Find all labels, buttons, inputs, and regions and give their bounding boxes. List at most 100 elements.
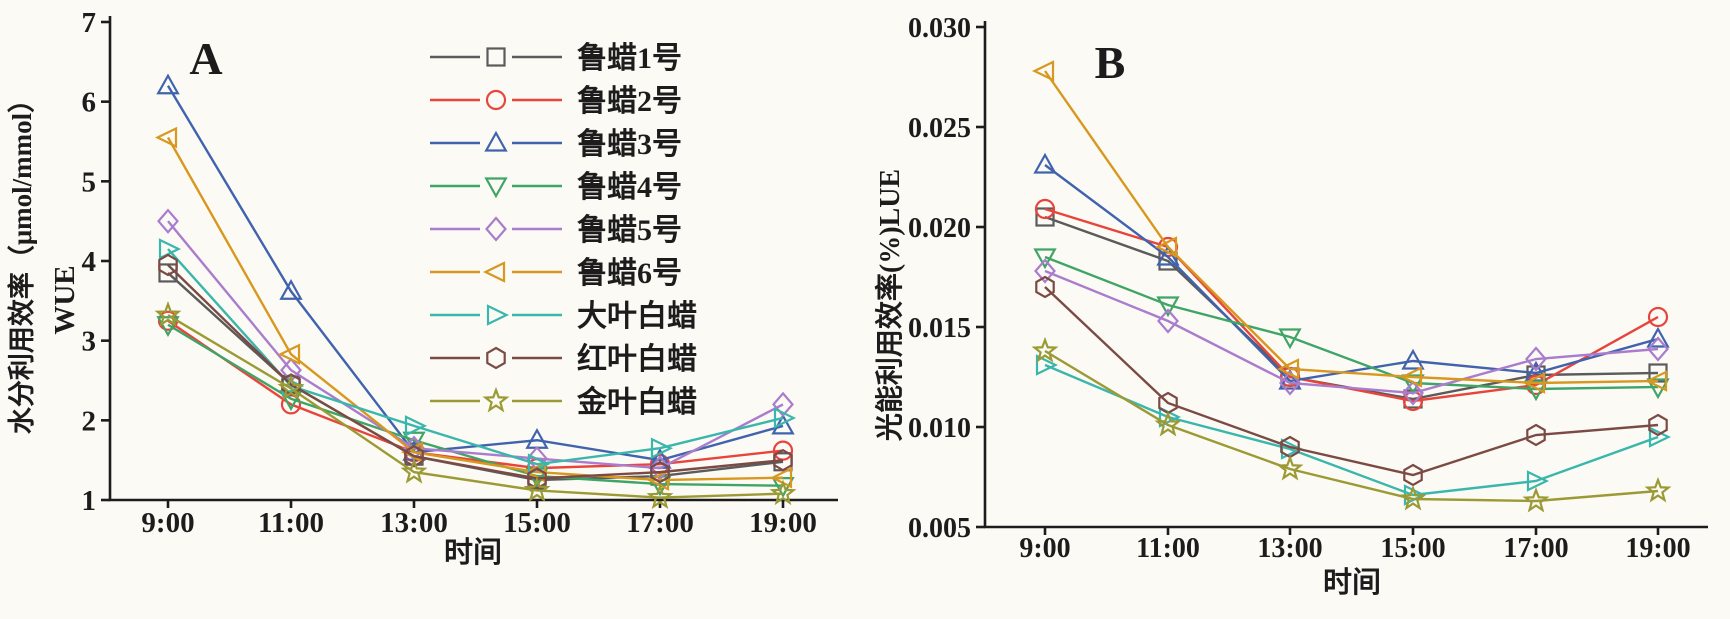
legend-marker-triangle-up <box>484 130 508 152</box>
data-point-circle <box>772 440 794 461</box>
data-point-triangle-down <box>1156 296 1180 318</box>
legend-label: 鲁蜡3号 <box>577 128 682 161</box>
data-point-diamond <box>1279 370 1301 396</box>
data-point-diamond <box>1402 380 1424 406</box>
axes-spines <box>983 21 1708 529</box>
data-point-star <box>1154 410 1182 437</box>
x-axis-label-b: 时间 <box>1323 566 1381 599</box>
legend-marker-triangle-left <box>482 261 506 283</box>
x-tick-label: 19:00 <box>749 507 817 539</box>
x-tick-label: 15:00 <box>1380 533 1445 564</box>
data-point-hexagon <box>1648 413 1668 437</box>
panel-letter-b: B <box>1095 37 1126 88</box>
data-point-triangle-down <box>1278 328 1302 350</box>
series-line-6 <box>1044 70 1659 385</box>
y-tick-label: 5 <box>82 166 97 198</box>
data-point-star <box>646 483 674 510</box>
legend-marker-star <box>482 386 510 413</box>
data-point-hexagon <box>158 253 178 277</box>
x-tick-label: 9:00 <box>141 507 194 539</box>
y-axis-label-a-cn: 水分利用效率（μmol/mmol） <box>6 86 37 434</box>
series-line-9 <box>167 314 784 499</box>
y-tick-label: 7 <box>82 7 97 39</box>
data-point-diamond <box>157 208 179 234</box>
data-point-hexagon <box>650 460 670 484</box>
data-point-triangle-down <box>1033 248 1057 270</box>
data-point-diamond <box>1525 346 1547 372</box>
data-point-triangle-left <box>1399 366 1423 388</box>
x-axis-label-a: 时间 <box>444 536 502 569</box>
data-point-hexagon <box>404 444 424 468</box>
y-axis-label-b-cn: 光能利用效率(%)LUE <box>873 169 906 442</box>
legend-item: 金叶白蜡 <box>430 385 697 419</box>
data-point-triangle-left <box>277 343 301 365</box>
data-point-triangle-up <box>1401 348 1425 370</box>
data-point-star <box>523 476 551 502</box>
panel-b-plot-area: 0.005 0.010 0.015 0.020 0.025 0.030 9:00 11:00 1… <box>908 13 1708 564</box>
data-point-circle <box>1034 198 1056 220</box>
data-point-hexagon <box>527 467 547 490</box>
legend-item: 鲁蜡6号 <box>430 257 682 290</box>
data-point-star <box>277 374 305 400</box>
data-point-triangle-left <box>1031 60 1055 82</box>
panel-a-chart: 水分利用效率（μmol/mmol） WUE A 时间 1 2 3 4 5 6 7 9:00 11… <box>6 7 838 569</box>
data-point-diamond <box>1647 336 1669 362</box>
data-point-triangle-left <box>154 126 178 149</box>
x-tick-label: 15:00 <box>503 507 571 539</box>
x-tick-label: 11:00 <box>258 507 324 539</box>
y-tick-label: 6 <box>82 87 97 119</box>
legend-label: 金叶白蜡 <box>576 385 697 419</box>
data-point-triangle-left <box>1644 370 1668 392</box>
panel-a: 水分利用效率（μmol/mmol） WUE A 时间 1 2 3 4 5 6 7 9:00 11… <box>0 0 865 614</box>
y-tick-label: 0.020 <box>908 213 971 244</box>
data-point-star <box>400 457 428 484</box>
data-point-star <box>154 301 182 327</box>
series-line-5 <box>167 220 784 470</box>
data-point-circle <box>1647 306 1669 328</box>
data-point-triangle-right <box>404 415 428 437</box>
data-point-triangle-right <box>1526 470 1550 492</box>
data-point-triangle-up <box>1646 326 1670 348</box>
legend-label: 大叶白蜡 <box>577 300 697 333</box>
data-point-triangle-up <box>156 73 180 95</box>
series-line-4 <box>167 323 784 487</box>
y-tick-label: 0.010 <box>908 413 971 444</box>
series-line-7 <box>1044 363 1659 497</box>
legend-marker-triangle-right <box>486 304 510 326</box>
legend-label: 鲁蜡4号 <box>577 171 682 204</box>
x-tick-label: 11:00 <box>1136 533 1200 564</box>
data-point-star <box>1644 476 1672 503</box>
data-point-star <box>1522 486 1550 513</box>
data-point-triangle-right <box>650 437 674 459</box>
legend-item: 鲁蜡5号 <box>430 214 682 247</box>
legend-item: 鲁蜡3号 <box>430 128 682 161</box>
legend-item: 鲁蜡2号 <box>430 85 682 118</box>
data-point-triangle-right <box>158 238 182 260</box>
series-line-5 <box>1044 269 1659 395</box>
data-point-triangle-left <box>1276 358 1300 380</box>
data-point-triangle-left <box>1522 372 1546 394</box>
series-line-8 <box>1044 286 1659 477</box>
data-point-star <box>1031 336 1059 363</box>
legend-marker-hexagon <box>486 346 506 370</box>
panel-a-plot-area: 1 2 3 4 5 6 7 9:00 11:00 13:00 15:00 17:00 19:00 <box>82 7 838 539</box>
data-point-star <box>1276 454 1304 481</box>
data-point-triangle-up <box>1156 244 1180 266</box>
data-point-diamond <box>1034 258 1056 284</box>
series-line-3 <box>1044 164 1659 383</box>
legend-item: 大叶白蜡 <box>430 300 697 333</box>
data-point-triangle-left <box>1154 236 1178 258</box>
x-tick-label: 19:00 <box>1625 533 1690 564</box>
panel-b: 光能利用效率(%)LUE B 时间 0.005 0.010 0.015 0.020 0.… <box>865 0 1730 614</box>
y-axis-label-a-en: WUE <box>49 265 81 334</box>
y-tick-label: 0.030 <box>908 13 971 44</box>
data-point-square <box>1035 207 1055 227</box>
x-tick-label: 17:00 <box>1503 533 1568 564</box>
data-point-triangle-down <box>648 475 672 497</box>
data-point-hexagon <box>1526 423 1546 447</box>
data-point-triangle-up <box>279 279 303 300</box>
x-tick-label: 13:00 <box>1257 533 1322 564</box>
panel-b-chart: 光能利用效率(%)LUE B 时间 0.0050.0100.0150.0200.… <box>873 13 1708 599</box>
series-line-2 <box>167 319 784 470</box>
